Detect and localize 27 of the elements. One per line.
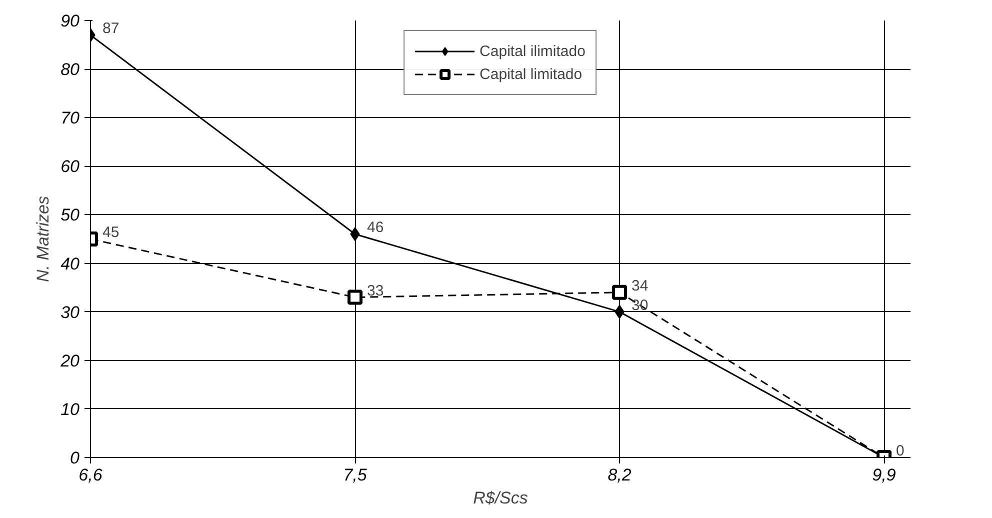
x-axis-title: R$/Scs: [473, 488, 528, 508]
data-label: 46: [367, 219, 384, 236]
y-tick-label: 0: [70, 448, 80, 468]
point: [348, 290, 363, 305]
y-tick-label: 90: [60, 12, 80, 30]
y-tick-label: 70: [60, 108, 80, 128]
y-axis-title: N. Matrizes: [34, 196, 53, 282]
x-tick-label: 7,5: [343, 466, 368, 484]
legend-label: Capital ilimitado: [480, 42, 586, 60]
y-tick-label: 60: [60, 157, 80, 176]
data-label: 30: [632, 296, 648, 314]
data-label: 45: [102, 224, 120, 241]
y-tick-label: 80: [60, 60, 80, 80]
legend-label: Capital limitado: [480, 66, 582, 82]
x-tick-label: 9,9: [872, 466, 896, 484]
x-tick-label: 6,6: [78, 466, 103, 484]
x-tick-label: 8,2: [608, 466, 632, 484]
y-tick-label: 30: [60, 302, 80, 322]
data-label: 0: [896, 442, 904, 460]
data-label: 34: [632, 277, 648, 294]
data-label: 87: [102, 20, 120, 38]
y-tick-label: 50: [60, 206, 80, 225]
y-tick-label: 20: [60, 351, 80, 370]
y-tick-label: 10: [60, 400, 80, 419]
data-label: 33: [367, 282, 384, 300]
point: [612, 284, 628, 300]
y-tick-label: 40: [60, 254, 80, 274]
